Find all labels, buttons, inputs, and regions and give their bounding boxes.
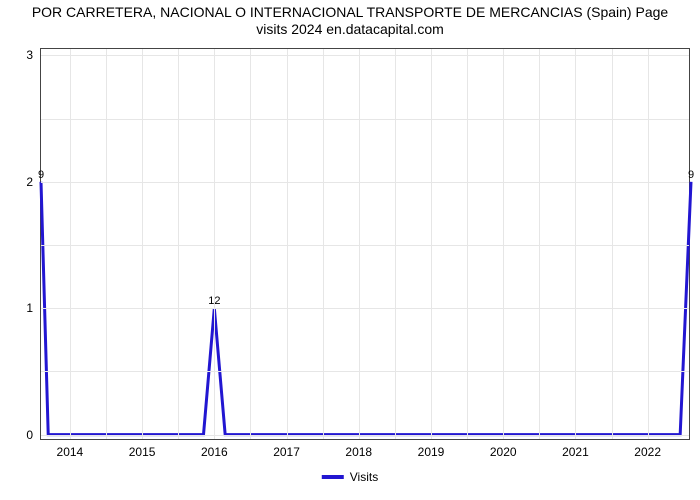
x-tick-label: 2017 [273,445,300,459]
grid-line-v [431,49,432,439]
grid-line-h-minor [41,371,689,372]
x-tick-label: 2015 [129,445,156,459]
legend-swatch [322,475,344,479]
grid-line-h [41,435,689,436]
plot-area: 0123201420152016201720182019202020212022… [40,48,690,440]
grid-line-v-minor [395,49,396,439]
chart-title: POR CARRETERA, NACIONAL O INTERNACIONAL … [0,4,700,38]
grid-line-v-minor [106,49,107,439]
grid-line-v-minor [250,49,251,439]
x-tick-label: 2020 [490,445,517,459]
grid-line-v-minor [467,49,468,439]
y-tick-label: 1 [26,301,33,315]
grid-line-v [142,49,143,439]
x-tick-label: 2022 [634,445,661,459]
grid-line-v-minor [539,49,540,439]
y-tick-label: 2 [26,175,33,189]
data-point-label: 12 [208,295,220,307]
grid-line-v [214,49,215,439]
data-point-label: 9 [38,169,44,181]
grid-line-v [503,49,504,439]
grid-line-v [70,49,71,439]
data-point-label: 9 [688,169,694,181]
x-tick-label: 2019 [418,445,445,459]
grid-line-h [41,308,689,309]
grid-line-v [287,49,288,439]
x-tick-label: 2018 [345,445,372,459]
x-tick-label: 2014 [57,445,84,459]
grid-line-h [41,182,689,183]
grid-line-h-minor [41,119,689,120]
grid-line-h-minor [41,245,689,246]
y-tick-label: 3 [26,48,33,62]
grid-line-v [359,49,360,439]
y-tick-label: 0 [26,428,33,442]
x-tick-label: 2021 [562,445,589,459]
grid-line-v-minor [323,49,324,439]
legend-label: Visits [350,470,378,484]
grid-line-v [648,49,649,439]
grid-line-v-minor [612,49,613,439]
legend: Visits [322,470,378,484]
x-tick-label: 2016 [201,445,228,459]
grid-line-h [41,55,689,56]
grid-line-v-minor [178,49,179,439]
grid-line-v [575,49,576,439]
